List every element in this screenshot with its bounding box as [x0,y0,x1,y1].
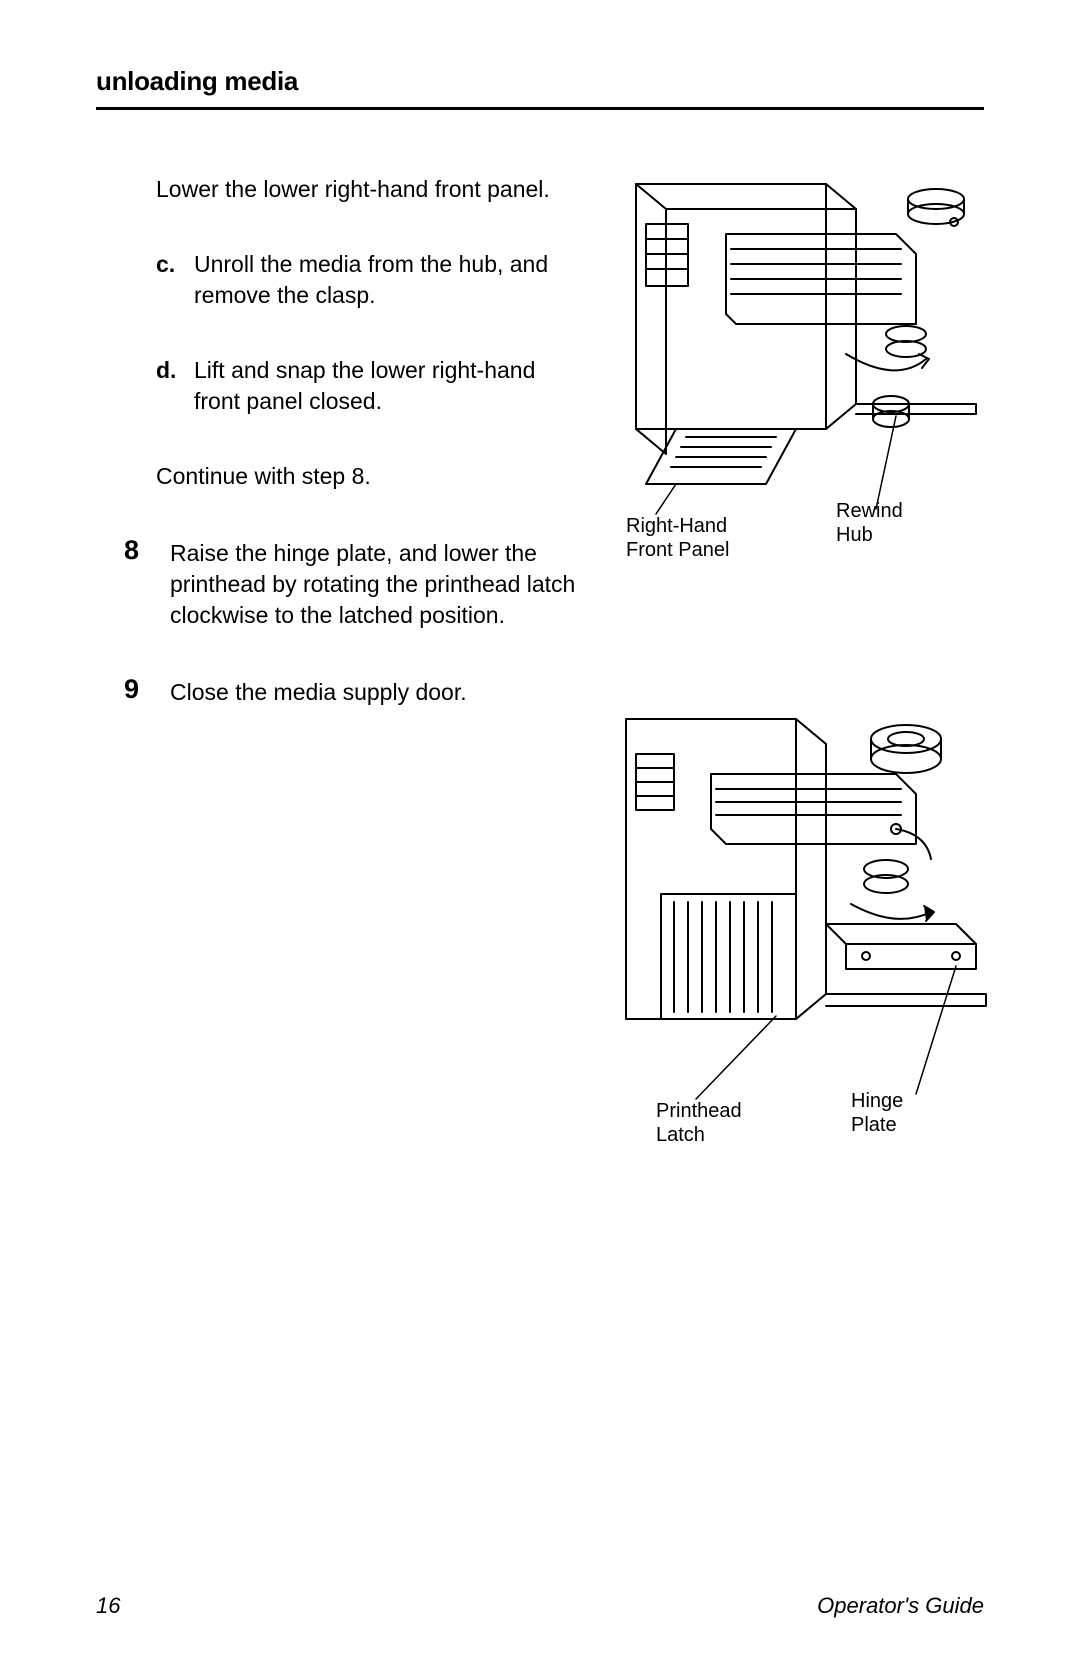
substep-c: c. Unroll the media from the hub, and re… [156,249,586,311]
page-footer: 16 Operator's Guide [96,1593,984,1619]
substep-c-label: c. [156,249,184,311]
content-area: Lower the lower right-hand front panel. … [96,174,984,708]
step-9: 9 Close the media supply door. [124,675,586,708]
figure-1-svg [596,154,1016,534]
figure-2-callout-left: Printhead Latch [656,1099,766,1147]
intro-paragraph: Lower the lower right-hand front panel. [156,174,586,205]
step-9-text: Close the media supply door. [170,675,586,708]
step-8-number: 8 [124,536,154,631]
substep-d: d. Lift and snap the lower right-hand fr… [156,355,586,417]
substep-c-text: Unroll the media from the hub, and remov… [194,249,586,311]
continue-text: Continue with step 8. [156,461,586,492]
figure-2-svg [596,694,1016,1134]
step-8-text: Raise the hinge plate, and lower the pri… [170,536,586,631]
footer-doc-title: Operator's Guide [817,1593,984,1619]
figure-2: Printhead Latch Hinge Plate [596,694,1016,1134]
substep-d-text: Lift and snap the lower right-hand front… [194,355,586,417]
substep-d-label: d. [156,355,184,417]
footer-page-number: 16 [96,1593,120,1619]
section-heading: unloading media [96,66,984,97]
heading-rule [96,107,984,110]
figure-1-callout-left: Right-Hand Front Panel [626,514,756,562]
figure-1: Right-Hand Front Panel Rewind Hub [596,154,1016,534]
text-column: Lower the lower right-hand front panel. … [156,174,586,708]
figure-2-callout-right: Hinge Plate [851,1089,941,1137]
page: unloading media Lower the lower right-ha… [0,0,1080,1669]
figure-1-callout-right: Rewind Hub [836,499,936,547]
step-9-number: 9 [124,675,154,708]
step-8: 8 Raise the hinge plate, and lower the p… [124,536,586,631]
